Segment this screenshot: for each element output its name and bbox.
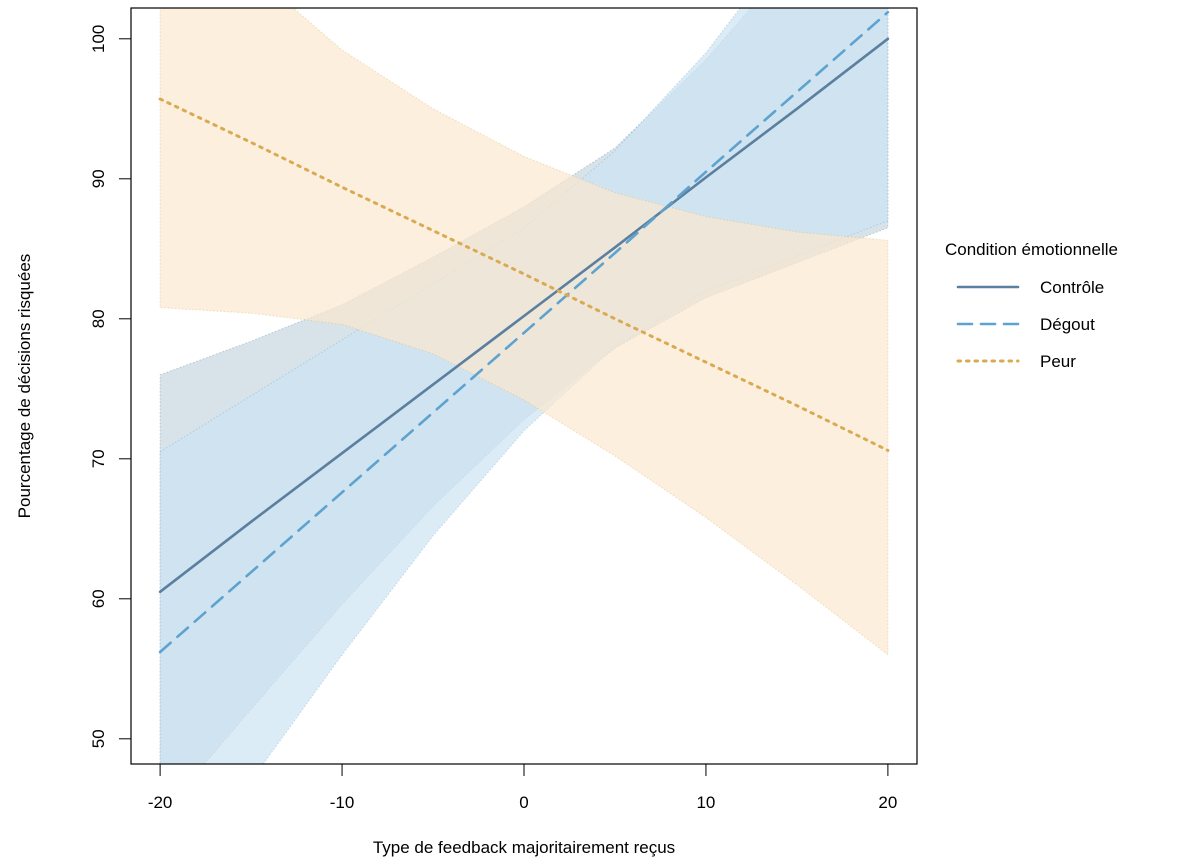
y-tick-label: 70 [89,449,108,468]
legend-title: Condition émotionnelle [945,240,1118,259]
x-tick-label: -20 [148,793,173,812]
series-line-peur [158,97,890,452]
y-axis: 50 60 70 80 90 100 [89,25,132,748]
series-line-controle [158,37,890,594]
x-tick-label: 0 [519,793,528,812]
series-line-degout [158,10,890,654]
series-lines [158,10,890,654]
y-tick-label: 60 [89,589,108,608]
y-tick-label: 80 [89,309,108,328]
x-tick-label: -10 [330,793,355,812]
legend-label-controle: Contrôle [1040,278,1104,297]
y-tick-label: 50 [89,729,108,748]
legend: Condition émotionnelle Contrôle Dégout Peu… [945,240,1118,371]
x-tick-label: 20 [878,793,897,812]
x-axis: -20 -10 0 10 20 [148,763,897,812]
legend-label-peur: Peur [1040,352,1076,371]
x-tick-label: 10 [696,793,715,812]
y-tick-label: 100 [89,25,108,53]
legend-label-degout: Dégout [1040,315,1095,334]
y-axis-title: Pourcentage de décisions risquées [15,254,34,519]
y-tick-label: 90 [89,169,108,188]
confidence-bands [159,8,889,764]
x-axis-title: Type de feedback majoritairement reçus [373,838,675,857]
